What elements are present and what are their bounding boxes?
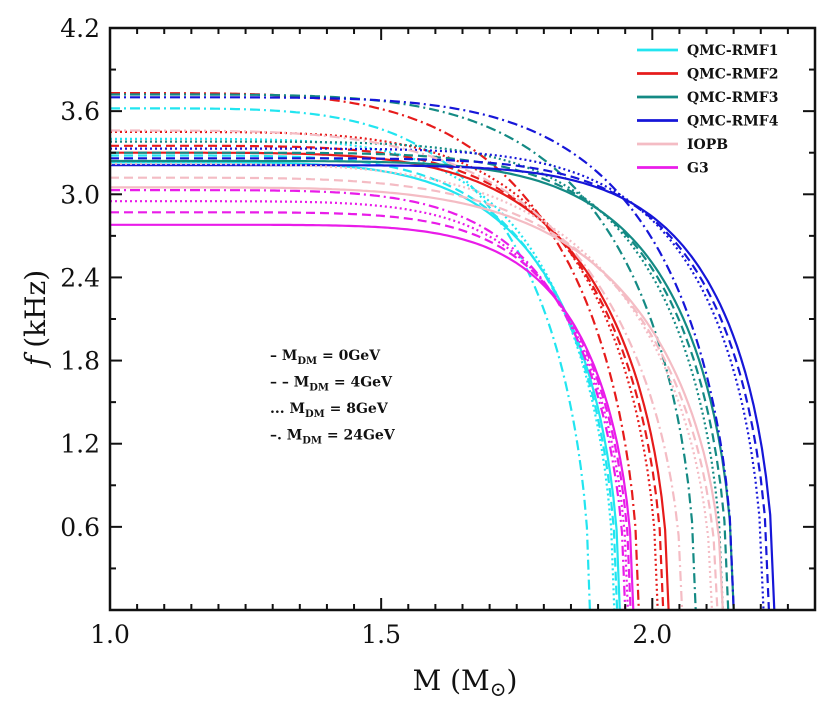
legend-label-g3: G3: [687, 161, 709, 177]
y-tick-label: 4.2: [60, 14, 100, 43]
series-line-g3-dm24: [110, 189, 627, 610]
y-tick-label: 3.6: [60, 97, 100, 126]
y-tick-labels: 0.6 1.2 1.8 2.4 3.0 3.6 4.2: [60, 14, 100, 542]
series-line-qmc-rmf1-dm24: [110, 107, 591, 610]
series-line-qmc-rmf2-dm0: [110, 151, 670, 610]
legend-label-qmc-rmf4: QMC-RMF4: [687, 114, 779, 130]
series-line-g3-dm8: [110, 200, 629, 610]
series-line-qmc-rmf1-dm8: [110, 137, 616, 610]
series-line-qmc-rmf3-dm0: [110, 159, 735, 610]
series-line-qmc-rmf2-dm8: [110, 130, 659, 610]
plot-background: [110, 28, 815, 610]
dm-style-dotted: ... MDM = 8GeV: [270, 401, 389, 420]
x-tick-label: 2.0: [632, 620, 672, 649]
series-line-qmc-rmf3-dm8: [110, 140, 724, 610]
series-line-g3-dm0: [110, 223, 635, 610]
x-tick-label: 1.0: [90, 620, 130, 649]
series-line-iopb-dm0: [110, 186, 724, 610]
series-line-qmc-rmf4-dm24: [110, 96, 735, 610]
legend: QMC-RMF1 QMC-RMF2 QMC-RMF3 QMC-RMF4 IOPB G3: [637, 43, 779, 177]
y-tick-label: 1.2: [60, 430, 100, 459]
series-line-qmc-rmf2-dm4: [110, 144, 665, 610]
series-line-qmc-rmf3-dm24: [110, 93, 697, 610]
dm-style-legend: – MDM = 0GeV – – MDM = 4GeV ... MDM = 8GeV…: [270, 348, 396, 447]
y-tick-label: 1.8: [60, 347, 100, 376]
series-layer: [110, 91, 776, 610]
x-axis-title-sub: ⊙: [490, 677, 507, 701]
series-line-iopb-dm8: [110, 162, 714, 610]
legend-label-qmc-rmf1: QMC-RMF1: [687, 43, 778, 59]
legend-label-qmc-rmf2: QMC-RMF2: [687, 67, 778, 83]
y-tick-label: 2.4: [60, 263, 100, 292]
dm-style-dashed: – – MDM = 4GeV: [270, 375, 393, 394]
x-axis-title: M (M⊙): [413, 664, 518, 701]
y-axis-title: f(kHz): [19, 270, 52, 368]
series-line-qmc-rmf3-dm4: [110, 151, 730, 610]
series-line-qmc-rmf1-dm0: [110, 161, 621, 610]
series-line-qmc-rmf4-dm0: [110, 164, 776, 610]
x-tick-labels: 1.0 1.5 2.0: [90, 620, 672, 649]
y-tick-label: 0.6: [60, 513, 100, 542]
series-line-iopb-dm24: [110, 129, 684, 610]
legend-label-qmc-rmf3: QMC-RMF3: [687, 90, 778, 106]
dm-style-dashdot: –. MDM = 24GeV: [270, 428, 396, 447]
series-line-qmc-rmf4-dm8: [110, 147, 765, 610]
plot-frame: [108, 26, 817, 612]
series-line-qmc-rmf4-dm4: [110, 157, 770, 610]
y-tick-label: 3.0: [60, 180, 100, 209]
x-tick-label: 1.5: [361, 620, 401, 649]
dm-style-solid: – MDM = 0GeV: [270, 348, 381, 367]
legend-label-iopb: IOPB: [687, 137, 728, 153]
